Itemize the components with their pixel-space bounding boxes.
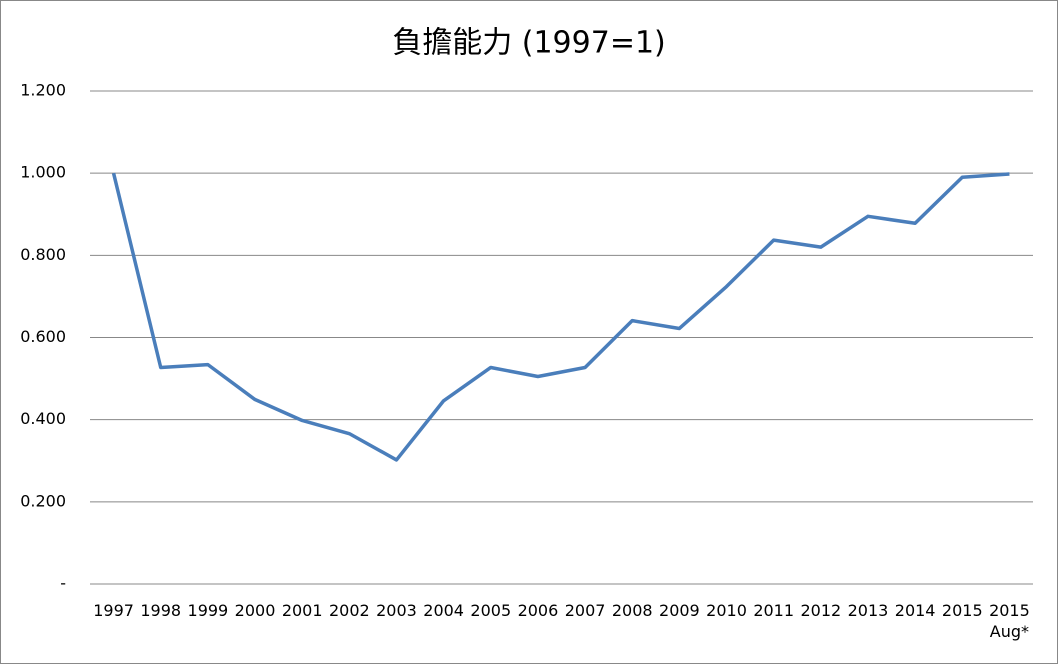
- y-tick-label: 0.600: [20, 327, 66, 346]
- x-tick-label: 2015 Aug*: [989, 601, 1030, 641]
- x-tick-label: 2015: [941, 601, 983, 620]
- y-tick-label: 0.400: [20, 409, 66, 428]
- y-tick-label: 1.000: [20, 163, 66, 182]
- x-tick-label: 1997: [93, 601, 134, 620]
- y-tick-label: 0.800: [20, 245, 66, 264]
- y-tick-label: 0.200: [20, 491, 66, 510]
- x-tick-label: 1999: [187, 601, 229, 620]
- x-tick-label: 2006: [517, 601, 559, 620]
- x-tick-label: 2002: [328, 601, 370, 620]
- x-tick-label: 2005: [470, 601, 512, 620]
- x-tick-label: 2011: [753, 601, 795, 620]
- x-tick-label: 2010: [706, 601, 747, 620]
- x-tick-label: 2007: [564, 601, 606, 620]
- x-tick-label: 2000: [234, 601, 276, 620]
- x-tick-label: 2008: [611, 601, 653, 620]
- y-tick-label: -: [60, 574, 66, 593]
- x-tick-label: 2013: [847, 601, 889, 620]
- y-tick-label: 1.200: [20, 81, 66, 100]
- x-tick-label: 2012: [800, 601, 842, 620]
- x-tick-label: 2003: [376, 601, 417, 620]
- x-tick-label: 2014: [894, 601, 936, 620]
- x-tick-label: 2004: [423, 601, 464, 620]
- x-tick-label: 1998: [140, 601, 182, 620]
- x-tick-label: 2001: [281, 601, 323, 620]
- x-tick-label: 2009: [659, 601, 700, 620]
- data-line: [111, 172, 1010, 462]
- chart-title: 負擔能力 (1997=1): [392, 26, 666, 61]
